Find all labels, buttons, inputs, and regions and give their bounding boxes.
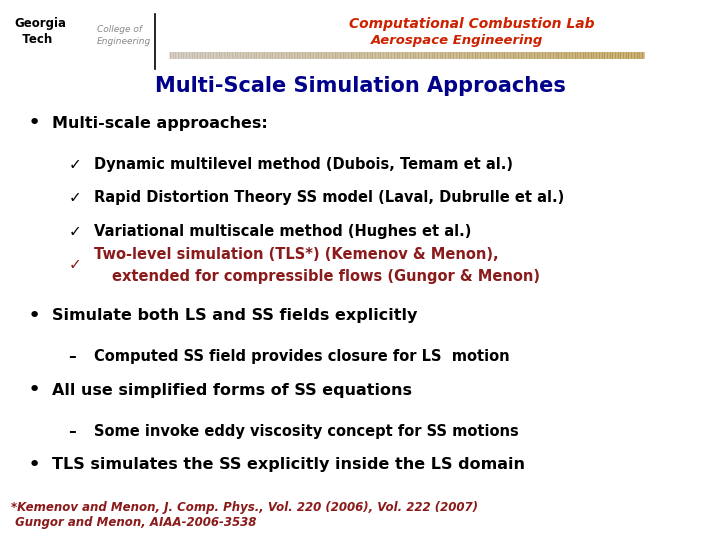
Text: •: • [27,455,40,475]
Text: *Kemenov and Menon, J. Comp. Phys., Vol. 220 (2006), Vol. 222 (2007): *Kemenov and Menon, J. Comp. Phys., Vol.… [11,501,478,514]
Text: Computed SS field provides closure for LS  motion: Computed SS field provides closure for L… [94,349,509,364]
Text: Computational Combustion Lab: Computational Combustion Lab [349,17,594,31]
Text: Georgia
  Tech: Georgia Tech [14,17,66,46]
Text: Gungor and Menon, AIAA-2006-3538: Gungor and Menon, AIAA-2006-3538 [11,516,256,529]
Text: Rapid Distortion Theory SS model (Laval, Dubrulle et al.): Rapid Distortion Theory SS model (Laval,… [94,190,564,205]
Text: –: – [68,349,76,364]
Text: Dynamic multilevel method (Dubois, Temam et al.): Dynamic multilevel method (Dubois, Temam… [94,157,513,172]
Text: Multi-Scale Simulation Approaches: Multi-Scale Simulation Approaches [155,76,565,97]
Text: Multi-scale approaches:: Multi-scale approaches: [52,116,268,131]
Text: •: • [27,380,40,401]
Text: Aerospace Engineering: Aerospace Engineering [371,34,544,47]
Text: ✓: ✓ [68,224,81,239]
Text: College of: College of [97,25,142,33]
Text: ✓: ✓ [68,190,81,205]
Text: extended for compressible flows (Gungor & Menon): extended for compressible flows (Gungor … [112,269,539,284]
Text: •: • [27,113,40,133]
Text: Simulate both LS and SS fields explicitly: Simulate both LS and SS fields explicitl… [52,308,417,323]
Text: ✓: ✓ [68,157,81,172]
Text: Two-level simulation (TLS*) (Kemenov & Menon),: Two-level simulation (TLS*) (Kemenov & M… [94,247,498,262]
Text: ✓: ✓ [68,257,81,272]
Text: Variational multiscale method (Hughes et al.): Variational multiscale method (Hughes et… [94,224,471,239]
Text: TLS simulates the SS explicitly inside the LS domain: TLS simulates the SS explicitly inside t… [52,457,525,472]
Text: •: • [27,306,40,326]
Text: –: – [68,424,76,439]
Text: Some invoke eddy viscosity concept for SS motions: Some invoke eddy viscosity concept for S… [94,424,518,439]
Text: Engineering: Engineering [97,37,151,45]
Text: All use simplified forms of SS equations: All use simplified forms of SS equations [52,383,412,398]
